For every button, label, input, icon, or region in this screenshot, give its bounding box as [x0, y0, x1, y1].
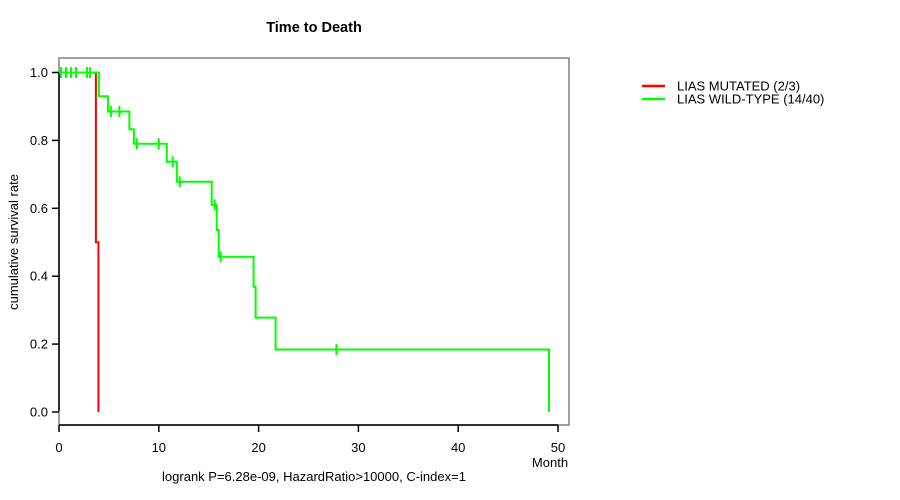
x-axis-ticks: 0 10 20 30 40 50	[55, 425, 565, 455]
legend-label-wildtype: LIAS WILD-TYPE (14/40)	[677, 92, 824, 107]
survival-curves	[59, 67, 550, 412]
km-curve-wildtype	[59, 71, 550, 412]
y-tick-label: 0.8	[30, 133, 48, 148]
x-tick-label: 50	[551, 440, 565, 455]
y-tick-label: 0.4	[30, 269, 48, 284]
y-tick-label: 1.0	[30, 65, 48, 80]
x-tick-label: 40	[451, 440, 465, 455]
plot-frame	[58, 57, 570, 426]
legend: LIAS MUTATED (2/3) LIAS WILD-TYPE (14/40…	[642, 79, 824, 107]
stats-annotation: logrank P=6.28e-09, HazardRatio>10000, C…	[162, 469, 466, 484]
y-axis-ticks: 1.0 0.8 0.6 0.4 0.2 0.0	[30, 65, 59, 420]
x-axis-label: Month	[532, 455, 568, 470]
y-tick-label: 0.6	[30, 201, 48, 216]
x-tick-label: 20	[251, 440, 265, 455]
km-curve-mutated	[59, 71, 100, 412]
y-axis-label: cumulative survival rate	[6, 174, 21, 310]
y-tick-label: 0.2	[30, 337, 48, 352]
legend-label-mutated: LIAS MUTATED (2/3)	[677, 79, 800, 94]
x-tick-label: 30	[351, 440, 365, 455]
y-tick-label: 0.0	[30, 405, 48, 420]
x-tick-label: 10	[152, 440, 166, 455]
chart-title: Time to Death	[266, 20, 362, 36]
legend-item-wildtype: LIAS WILD-TYPE (14/40)	[642, 92, 824, 107]
x-tick-label: 0	[55, 440, 62, 455]
legend-item-mutated: LIAS MUTATED (2/3)	[642, 79, 800, 94]
